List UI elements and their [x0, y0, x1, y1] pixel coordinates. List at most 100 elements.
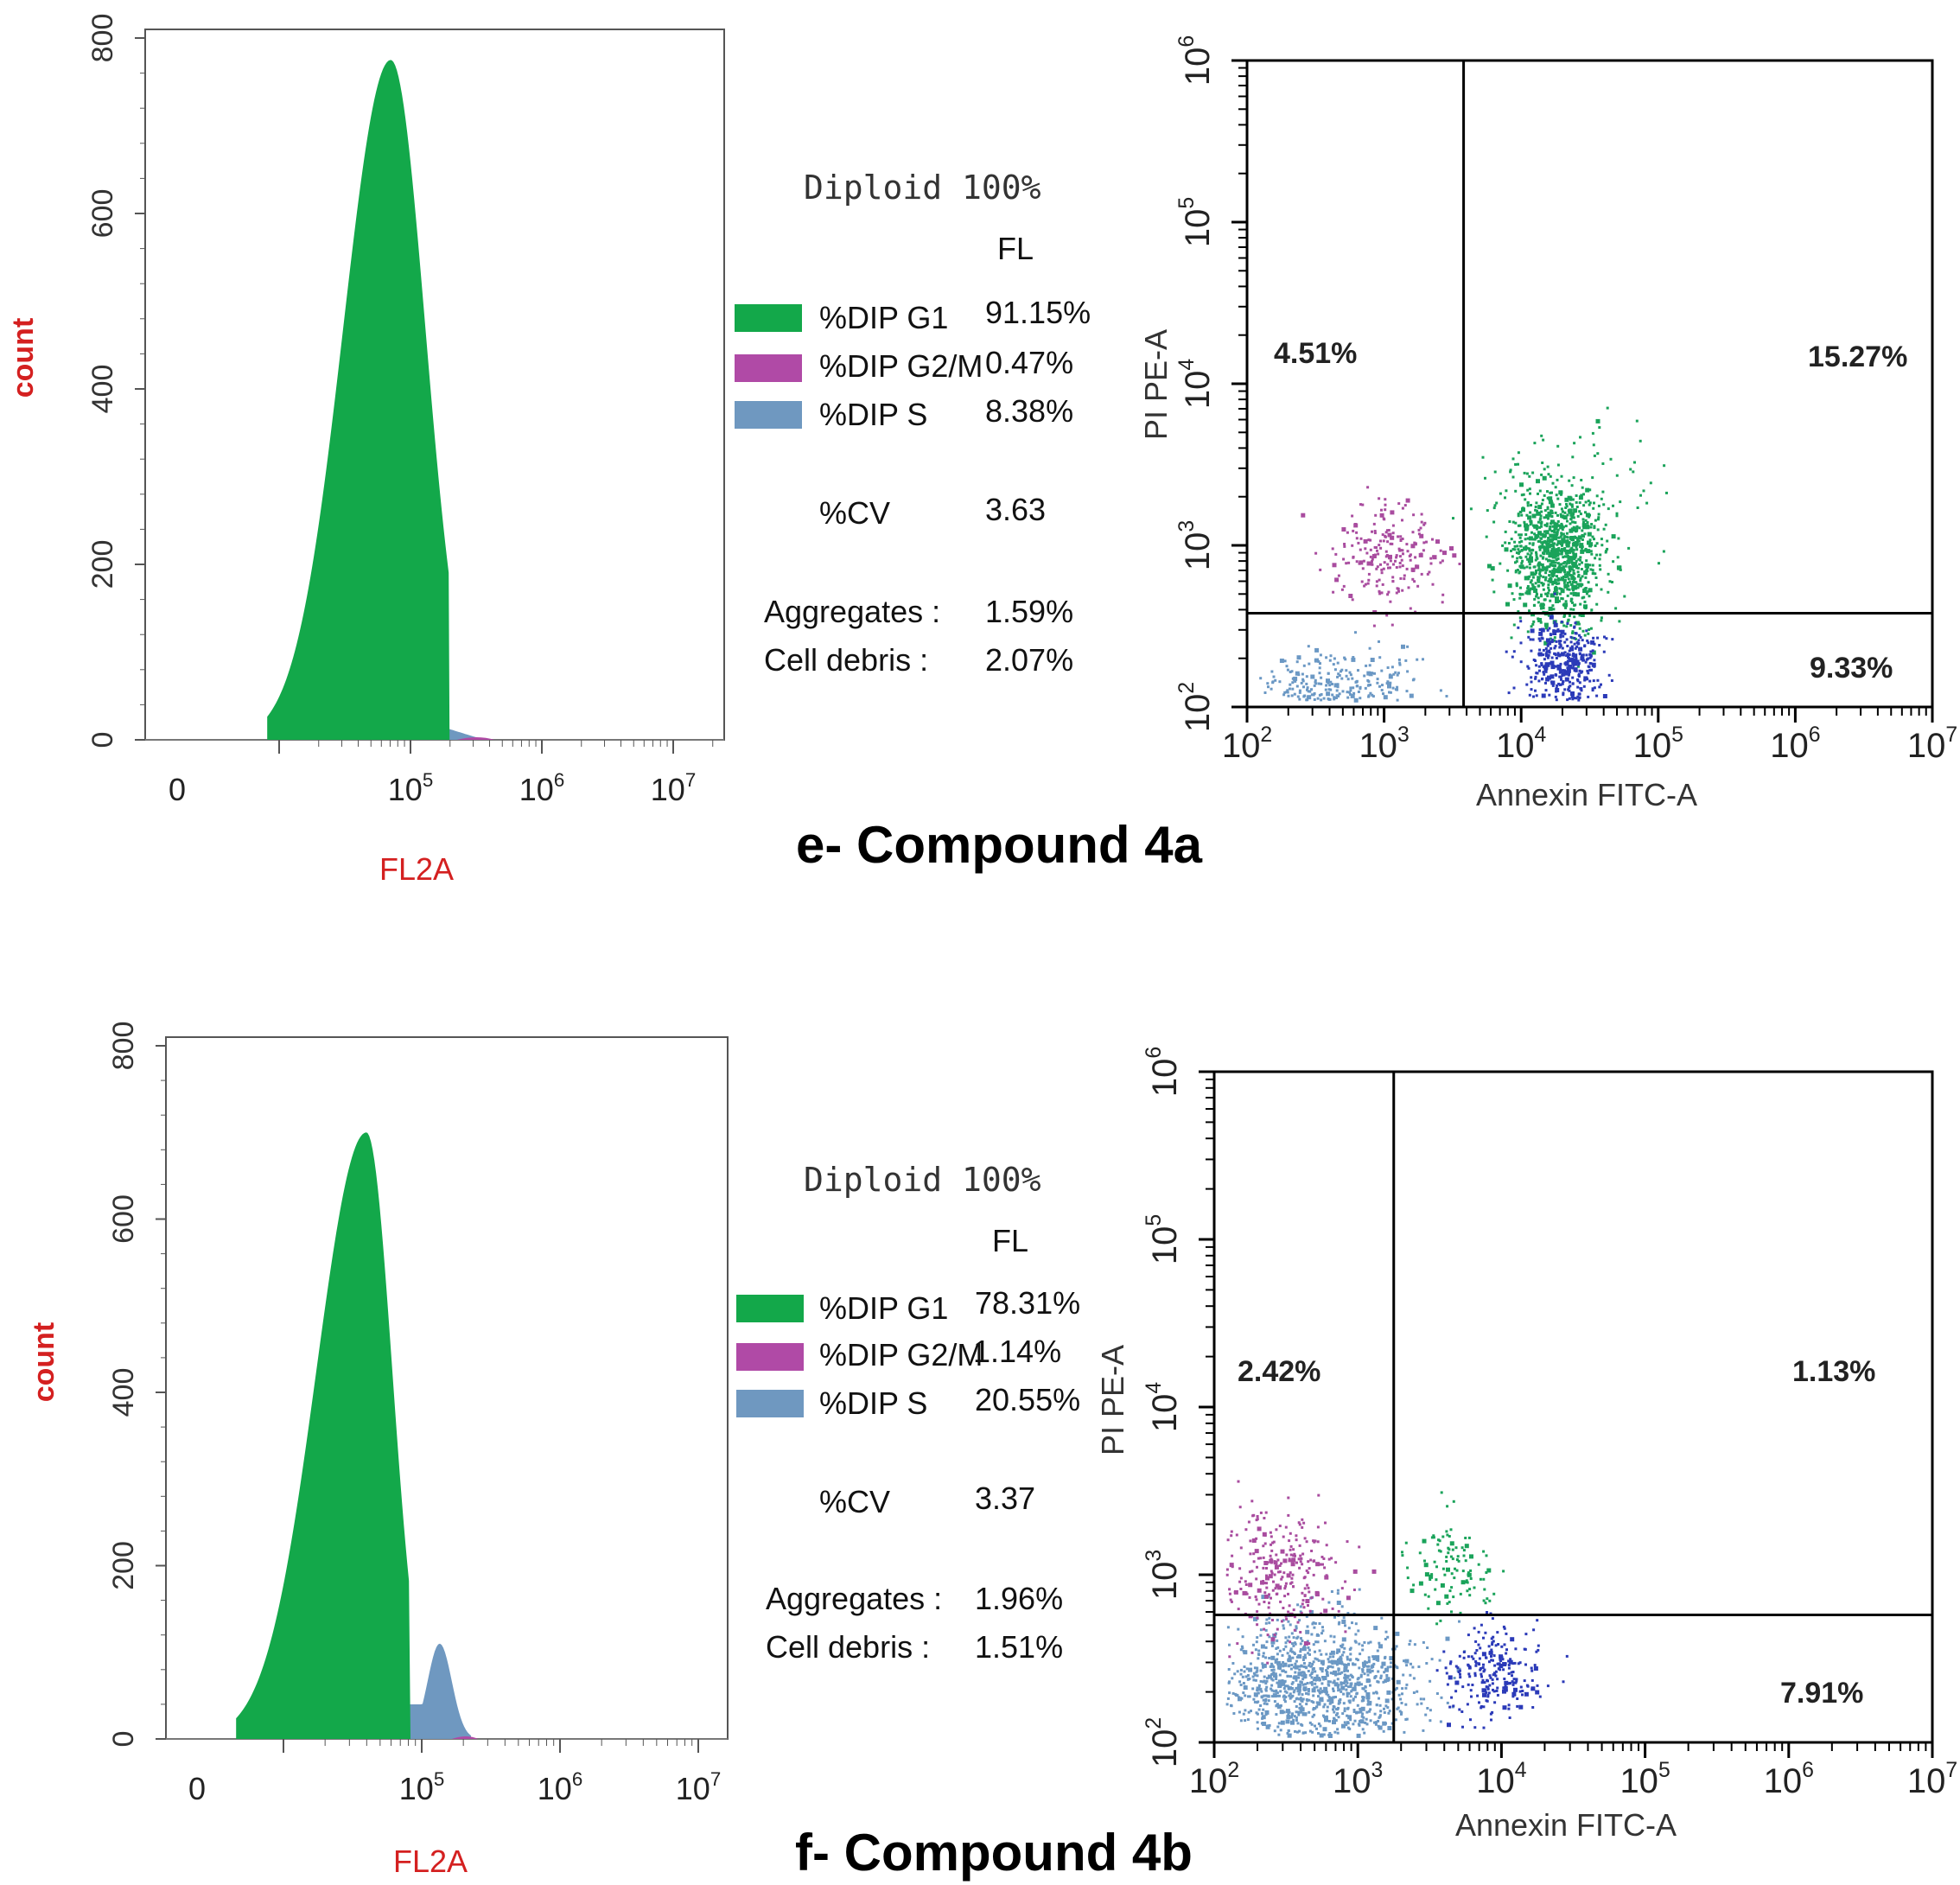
scatter-point: [1359, 560, 1364, 565]
scatter-point: [1363, 1640, 1366, 1644]
scatter-point: [1446, 1505, 1449, 1508]
scatter-point: [1351, 1621, 1353, 1625]
scatter-point: [1519, 544, 1523, 548]
scatter-point: [1348, 691, 1352, 694]
scatter-point: [1249, 1539, 1252, 1543]
scatter-point: [1260, 1644, 1265, 1649]
scatter-point: [1250, 1651, 1254, 1654]
scatter-point: [1558, 646, 1562, 649]
y-tick-label: 103: [1175, 520, 1217, 570]
scatter-point: [1509, 468, 1512, 472]
scatter-point: [1531, 543, 1535, 546]
scatter-point: [1229, 1598, 1232, 1602]
scatter-point: [1320, 676, 1323, 679]
scatter-point: [1578, 526, 1581, 530]
scatter-point: [1525, 1684, 1529, 1687]
scatter-point: [1560, 515, 1563, 519]
scatter-point: [1472, 1657, 1475, 1660]
scatter-point: [1612, 560, 1615, 564]
scatter-point: [1359, 1675, 1363, 1678]
scatter-point: [1368, 672, 1373, 677]
scatter-point: [1529, 492, 1531, 495]
scatter-point: [1276, 1627, 1279, 1631]
scatter-point: [1556, 684, 1559, 687]
scatter-point: [1560, 522, 1563, 525]
scatter-point: [1282, 1695, 1285, 1698]
scatter-point: [1559, 535, 1562, 538]
scatter-point: [1469, 1554, 1473, 1559]
scatter-point: [1301, 1711, 1305, 1715]
scatter-point: [1275, 1528, 1278, 1532]
legend-f-g1-label: %DIP G1: [819, 1290, 948, 1326]
scatter-point: [1229, 1563, 1234, 1568]
scatter-point: [1539, 607, 1543, 610]
scatter-point: [1572, 571, 1575, 575]
scatter-point: [1520, 513, 1524, 517]
scatter-point: [1524, 576, 1528, 580]
scatter-point: [1305, 1569, 1308, 1572]
scatter-point: [1543, 546, 1546, 550]
scatter-point: [1256, 1721, 1259, 1724]
scatter-e-q-lower-right: 9.33%: [1810, 652, 1893, 685]
scatter-point: [1561, 542, 1564, 545]
scatter-point: [1340, 1660, 1344, 1664]
scatter-point: [1291, 687, 1295, 691]
scatter-point: [1329, 680, 1333, 684]
scatter-point: [1252, 1697, 1256, 1701]
scatter-point: [1567, 673, 1570, 677]
scatter-point: [1482, 1577, 1486, 1581]
scatter-point: [1287, 1720, 1289, 1723]
scatter-point: [1278, 1694, 1281, 1697]
scatter-point: [1392, 672, 1396, 676]
scatter-point: [1307, 695, 1312, 700]
scatter-point: [1300, 1557, 1303, 1560]
scatter-point: [1344, 1624, 1346, 1627]
scatter-point: [1404, 1686, 1408, 1690]
scatter-point: [1300, 1699, 1303, 1702]
scatter-point: [1273, 1674, 1276, 1678]
scatter-point: [1284, 1671, 1288, 1674]
scatter-point: [1332, 1696, 1335, 1699]
scatter-point: [1359, 697, 1362, 700]
scatter-point: [1327, 1699, 1330, 1703]
scatter-point: [1555, 494, 1558, 497]
scatter-point: [1554, 645, 1557, 648]
scatter-point: [1467, 1655, 1470, 1659]
scatter-point: [1355, 1710, 1359, 1714]
scatter-point: [1247, 1520, 1250, 1524]
scatter-point: [1598, 685, 1601, 689]
scatter-point: [1259, 677, 1263, 680]
scatter-point: [1398, 1710, 1402, 1713]
scatter-point: [1487, 1569, 1491, 1571]
scatter-point: [1584, 548, 1588, 551]
scatter-point: [1554, 695, 1557, 698]
scatter-point: [1359, 1710, 1363, 1714]
scatter-point: [1548, 500, 1553, 505]
scatter-point: [1270, 1644, 1274, 1647]
scatter-point: [1287, 1513, 1290, 1517]
scatter-point: [1275, 1560, 1278, 1563]
scatter-point: [1543, 658, 1546, 661]
scatter-point: [1256, 1636, 1259, 1640]
scatter-point: [1486, 1611, 1488, 1614]
scatter-point: [1326, 1705, 1329, 1709]
scatter-point: [1484, 1602, 1487, 1605]
scatter-f-q-upper-left: 2.42%: [1238, 1355, 1320, 1388]
scatter-point: [1410, 1662, 1412, 1665]
scatter-point: [1384, 531, 1388, 534]
scatter-point: [1585, 487, 1590, 493]
scatter-point: [1612, 504, 1614, 507]
scatter-point: [1598, 564, 1601, 567]
scatter-point: [1543, 568, 1546, 571]
scatter-point: [1555, 657, 1558, 659]
scatter-point: [1270, 1689, 1274, 1692]
scatter-point: [1555, 688, 1560, 692]
scatter-point: [1346, 678, 1350, 681]
scatter-point: [1575, 566, 1578, 570]
scatter-point: [1514, 521, 1518, 525]
scatter-point: [1483, 1681, 1486, 1684]
scatter-point: [1308, 1653, 1311, 1656]
scatter-point: [1585, 629, 1588, 633]
scatter-point: [1374, 1656, 1378, 1659]
stats-e-header: Diploid 100%: [804, 169, 1041, 207]
